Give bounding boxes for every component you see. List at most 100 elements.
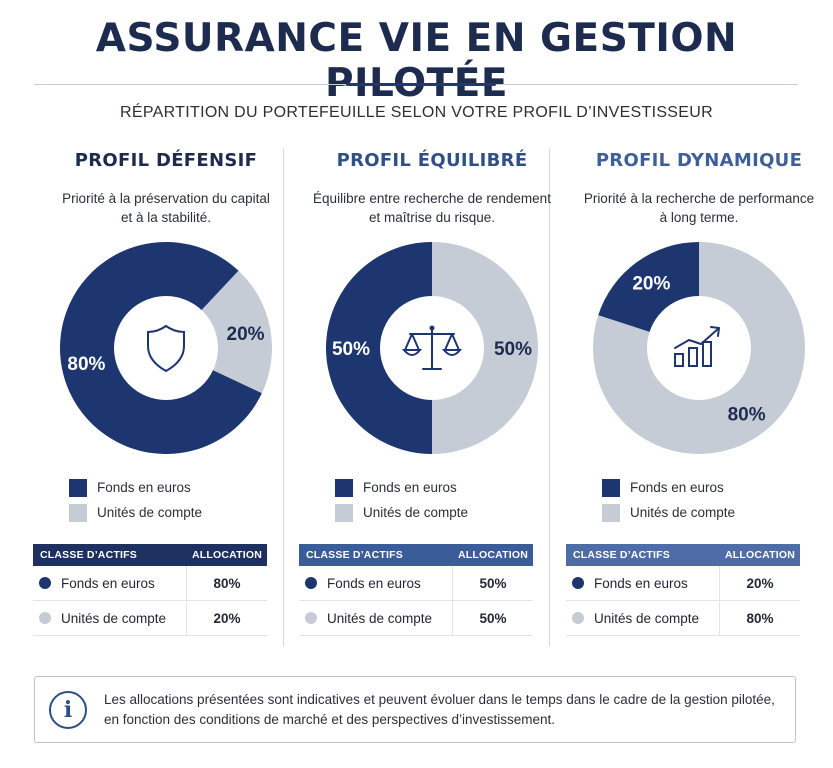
- allocation-value: 50%: [479, 575, 507, 591]
- slice-label: 20%: [632, 273, 670, 294]
- column-header-allocation: ALLOCATION: [457, 549, 529, 561]
- column-header-asset-class: CLASSE D’ACTIFS: [573, 549, 670, 561]
- slice-label: 80%: [67, 354, 105, 375]
- chart-legend: Fonds en euros Unités de compte: [602, 475, 735, 525]
- donut-hole: [114, 296, 218, 400]
- asset-class-label: Fonds en euros: [61, 575, 155, 591]
- asset-class-label: Unités de compte: [61, 610, 167, 626]
- donut-chart: 50% 50%: [326, 242, 538, 454]
- growth-chart-icon: [674, 326, 720, 367]
- legend-swatch: [69, 503, 87, 522]
- asset-class-label: Unités de compte: [594, 610, 700, 626]
- legend-swatch: [602, 478, 620, 497]
- column-header-asset-class: CLASSE D’ACTIFS: [40, 549, 137, 561]
- dot-icon: [305, 612, 317, 624]
- allocation-value: 50%: [479, 610, 507, 626]
- slice-label: 80%: [728, 405, 766, 426]
- legend-label: Unités de compte: [97, 505, 203, 520]
- legend-item-euros: Fonds en euros: [602, 475, 735, 500]
- slice-label: 20%: [227, 324, 265, 345]
- pie-chart: 80% 20%: [33, 240, 299, 462]
- pie-chart: 20% 80%: [566, 240, 832, 462]
- chart-legend: Fonds en euros Unités de compte: [69, 475, 202, 525]
- donut-chart: 80% 20%: [60, 241, 272, 454]
- asset-class-label: Fonds en euros: [327, 575, 421, 591]
- legend-label: Fonds en euros: [97, 480, 191, 495]
- table-row: Fonds en euros 50%: [299, 566, 533, 601]
- profile-description-line: Priorité à la préservation du capital: [62, 191, 270, 206]
- legend-item-uc: Unités de compte: [335, 500, 468, 525]
- column-header-allocation: ALLOCATION: [724, 549, 796, 561]
- profile-description-line: Priorité à la recherche de performance: [583, 191, 815, 206]
- note-text: Les allocations présentées sont indicati…: [104, 691, 775, 727]
- pie-slice: [326, 242, 432, 454]
- profile-description: Priorité à la recherche de performance à…: [566, 189, 832, 229]
- profile-description-line: et à la stabilité.: [120, 210, 212, 225]
- scales-icon: [401, 325, 463, 370]
- donut-hole: [647, 296, 751, 400]
- profile-column-dynamique: PROFIL DYNAMIQUE Priorité à la recherche…: [566, 150, 832, 636]
- allocation-value: 80%: [213, 575, 241, 591]
- profile-description-line: Équilibre entre recherche de rendement: [313, 191, 551, 206]
- table-row: Unités de compte 50%: [299, 601, 533, 636]
- legend-swatch: [602, 503, 620, 522]
- asset-class-label: Unités de compte: [327, 610, 433, 626]
- table-row: Fonds en euros 20%: [566, 566, 800, 601]
- info-icon: i: [49, 690, 87, 729]
- profile-description: Équilibre entre recherche de rendement e…: [299, 189, 565, 229]
- profile-description: Priorité à la préservation du capital et…: [33, 189, 299, 229]
- shield-icon: [147, 324, 185, 373]
- legend-item-uc: Unités de compte: [602, 500, 735, 525]
- dot-icon: [39, 577, 51, 589]
- profile-title: PROFIL DYNAMIQUE: [595, 150, 803, 171]
- legend-swatch: [69, 478, 87, 497]
- column-header-asset-class: CLASSE D’ACTIFS: [306, 549, 403, 561]
- profile-column-equilibre: PROFIL ÉQUILIBRÉ Équilibre entre recherc…: [299, 150, 565, 636]
- profile-description-line: à long terme.: [659, 210, 739, 225]
- pie-slice: [432, 242, 538, 454]
- pie-slice: [166, 270, 272, 394]
- table-cell: Unités de compte: [566, 601, 720, 635]
- legend-item-euros: Fonds en euros: [69, 475, 202, 500]
- pie-chart: 50% 50%: [299, 240, 565, 462]
- table-cell: Fonds en euros: [33, 566, 187, 600]
- slice-label: 50%: [332, 339, 370, 360]
- allocation-value: 20%: [213, 610, 241, 626]
- table-cell: Fonds en euros: [299, 566, 453, 600]
- legend-label: Unités de compte: [630, 505, 736, 520]
- dot-icon: [572, 612, 584, 624]
- legend-label: Fonds en euros: [363, 480, 457, 495]
- legend-label: Unités de compte: [363, 505, 469, 520]
- asset-class-label: Fonds en euros: [594, 575, 688, 591]
- legend-item-uc: Unités de compte: [69, 500, 202, 525]
- table-cell: Unités de compte: [33, 601, 187, 635]
- column-divider: [549, 148, 550, 646]
- legend-swatch: [335, 503, 353, 522]
- table-cell: Unités de compte: [299, 601, 453, 635]
- page-title: ASSURANCE VIE EN GESTION PILOTÉE: [95, 16, 738, 106]
- column-divider: [283, 148, 284, 646]
- allocation-table: CLASSE D’ACTIFS ALLOCATION Fonds en euro…: [299, 544, 533, 636]
- table-header: CLASSE D’ACTIFS ALLOCATION: [299, 544, 533, 566]
- page-subtitle: RÉPARTITION DU PORTEFEUILLE SELON VOTRE …: [120, 104, 713, 121]
- dot-icon: [305, 577, 317, 589]
- legend-swatch: [335, 478, 353, 497]
- allocation-value: 20%: [746, 575, 774, 591]
- table-row: Fonds en euros 80%: [33, 566, 267, 601]
- slice-label: 50%: [494, 339, 532, 360]
- chart-legend: Fonds en euros Unités de compte: [335, 475, 468, 525]
- profile-title: PROFIL ÉQUILIBRÉ: [336, 150, 528, 171]
- profile-description-line: et maîtrise du risque.: [368, 210, 496, 225]
- table-header: CLASSE D’ACTIFS ALLOCATION: [33, 544, 267, 566]
- column-header-allocation: ALLOCATION: [191, 549, 263, 561]
- donut-chart: 20% 80%: [593, 242, 805, 454]
- profile-title: PROFIL DÉFENSIF: [74, 150, 258, 171]
- table-row: Unités de compte 20%: [33, 601, 267, 636]
- allocation-value: 80%: [746, 610, 774, 626]
- table-cell: Fonds en euros: [566, 566, 720, 600]
- allocation-table: CLASSE D’ACTIFS ALLOCATION Fonds en euro…: [566, 544, 800, 636]
- table-header: CLASSE D’ACTIFS ALLOCATION: [566, 544, 800, 566]
- legend-item-euros: Fonds en euros: [335, 475, 468, 500]
- table-row: Unités de compte 80%: [566, 601, 800, 636]
- dot-icon: [572, 577, 584, 589]
